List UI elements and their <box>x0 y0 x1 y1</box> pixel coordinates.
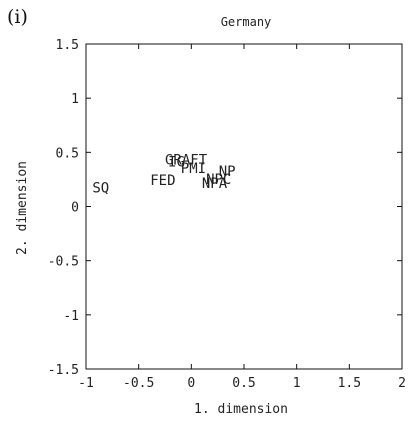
chart-title: Germany <box>221 15 272 29</box>
y-axis-ticks: -1.5 -1 -0.5 0 0.5 1 1.5 <box>48 38 402 378</box>
point-label-graft: GRAFT <box>165 152 208 168</box>
y-tick-label: 1 <box>71 92 79 107</box>
point-label-ig: IG <box>168 154 185 170</box>
plot-frame <box>85 43 403 370</box>
x-tick-label: -1 <box>78 376 94 391</box>
x-tick-label: 0.5 <box>232 376 255 391</box>
y-tick-label: 0.5 <box>56 146 79 161</box>
x-tick-label: 2 <box>398 376 406 391</box>
y-axis-label: 2. dimension <box>15 161 30 255</box>
y-tick-label: -0.5 <box>48 255 79 270</box>
x-axis-ticks: -1 -0.5 0 0.5 1 1.5 2 <box>78 44 406 391</box>
x-tick-label: 1 <box>293 376 301 391</box>
point-label-sq: SQ <box>92 180 109 196</box>
panel-label: (i) <box>7 6 28 28</box>
y-tick-label: -1 <box>63 309 79 324</box>
x-tick-label: 1.5 <box>338 376 361 391</box>
point-label-npa: NPA <box>202 176 228 192</box>
point-label-fed: FED <box>150 173 175 189</box>
x-axis-label: 1. dimension <box>194 402 288 417</box>
y-tick-label: 1.5 <box>56 38 79 53</box>
x-tick-label: 0 <box>187 376 195 391</box>
point-label-np: NP <box>219 164 236 180</box>
point-label-npc: NPC <box>206 172 231 188</box>
point-label-pmi: PMI <box>181 161 206 177</box>
y-tick-label: 0 <box>71 201 79 216</box>
y-tick-label: -1.5 <box>48 363 79 378</box>
x-tick-label: -0.5 <box>123 376 154 391</box>
